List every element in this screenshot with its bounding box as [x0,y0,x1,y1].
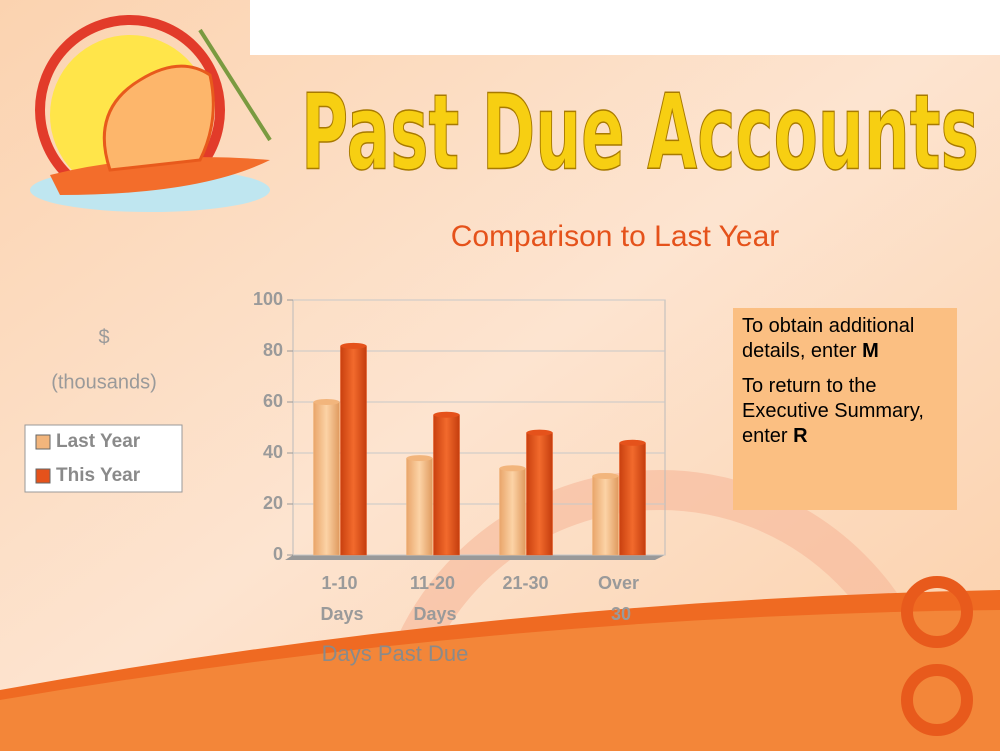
bar [340,345,367,556]
bar-top [526,429,553,436]
info-line: To obtain additional details, enter M [742,314,948,364]
bar-top [592,472,619,479]
logo-figure [102,64,215,172]
y-tick-label: 40 [263,442,283,462]
logo-board [50,157,270,195]
bar [406,457,433,556]
x-tick-label: 11-20 Days [408,573,456,624]
decor-ring [901,576,973,648]
bottom-band-2 [0,610,1000,751]
decor-arc [370,470,950,751]
top-strip [250,0,1000,55]
bar [313,401,340,556]
bar [592,475,619,556]
bar [433,414,460,556]
y-tick-label: 80 [263,340,283,360]
info-text: To return to the Executive Summary, ente… [742,375,924,447]
legend-swatch [35,434,51,450]
y-tick-label: 100 [253,289,283,309]
bar-top [313,399,340,405]
info-line: To return to the Executive Summary, ente… [742,374,948,449]
chart-subtitle: Comparison to Last Year [451,220,780,253]
floor [285,555,665,560]
x-axis-label: Days Past Due [322,641,469,666]
bar-top [340,342,367,349]
decor-ring [901,664,973,736]
bar-top [406,455,433,462]
legend-label: This Year [56,465,141,486]
bar-top [499,465,526,472]
y-tick-label: 0 [273,544,283,564]
logo [30,15,272,212]
info-key: M [862,340,879,362]
info-text: To obtain additional details, enter [742,315,915,362]
bar [619,442,646,556]
bar-top [433,411,460,418]
y-axis-label: (thousands) [51,371,157,393]
x-tick-label: 21-30 [502,573,548,593]
legend-box [24,424,183,493]
info-key: R [793,425,808,447]
y-tick-label: 20 [263,493,283,513]
bar [499,468,526,556]
info-box: To obtain additional details, enter M To… [733,308,957,510]
y-tick-label: 60 [263,391,283,411]
legend-swatch [35,468,51,484]
x-tick-label: 1-10 Days [315,573,363,624]
bar-top [619,439,646,446]
x-tick-label: Over 30 [598,573,639,624]
logo-paddle [198,28,272,142]
chart-title: Past Due Accounts [301,74,979,194]
y-axis-label: $ [98,326,109,348]
bar [526,432,553,556]
legend-label: Last Year [56,431,141,452]
